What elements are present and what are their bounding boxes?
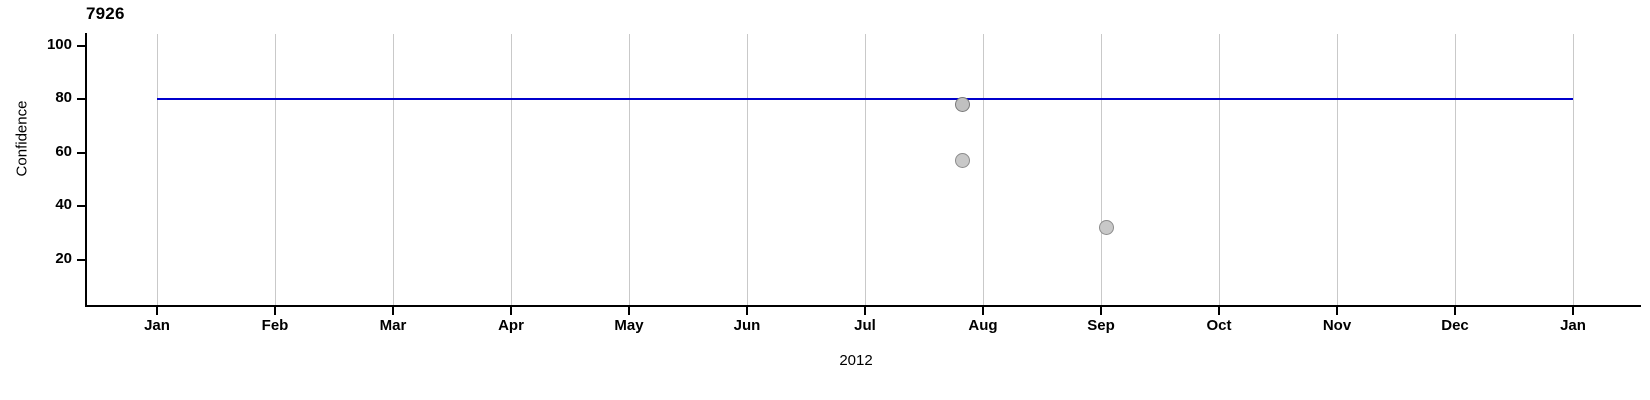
gridline-jan-12 bbox=[1572, 34, 1574, 306]
x-tick-label-feb-1: Feb bbox=[261, 317, 289, 334]
x-tick-label-mar-2: Mar bbox=[379, 317, 407, 334]
gridline-sep-8 bbox=[1100, 34, 1102, 306]
x-tick-5 bbox=[746, 306, 748, 315]
x-tick-label-jul-6: Jul bbox=[854, 317, 876, 334]
y-tick-label-40: 40 bbox=[55, 196, 72, 214]
gridline-dec-11 bbox=[1454, 34, 1456, 306]
gridline-jun-5 bbox=[746, 34, 748, 306]
x-tick-2 bbox=[392, 306, 394, 315]
y-tick-label-20: 20 bbox=[55, 249, 72, 267]
gridline-oct-9 bbox=[1218, 34, 1220, 306]
x-tick-label-oct-9: Oct bbox=[1206, 317, 1232, 334]
reference-line-threshold bbox=[157, 98, 1573, 101]
data-point-0[interactable] bbox=[955, 97, 971, 113]
x-tick-11 bbox=[1454, 306, 1456, 315]
x-tick-label-apr-3: Apr bbox=[498, 317, 524, 334]
gridline-jul-6 bbox=[864, 34, 866, 306]
x-tick-label-jan-0: Jan bbox=[144, 317, 170, 334]
gridline-mar-2 bbox=[392, 34, 394, 306]
x-tick-8 bbox=[1100, 306, 1102, 315]
x-tick-label-may-4: May bbox=[614, 317, 644, 334]
x-tick-6 bbox=[864, 306, 866, 315]
x-tick-3 bbox=[510, 306, 512, 315]
gridline-may-4 bbox=[628, 34, 630, 306]
x-tick-label-aug-7: Aug bbox=[968, 317, 998, 334]
x-tick-label-dec-11: Dec bbox=[1441, 317, 1469, 334]
x-tick-label-jun-5: Jun bbox=[733, 317, 761, 334]
y-tick-60 bbox=[77, 151, 85, 154]
x-tick-label-nov-10: Nov bbox=[1322, 317, 1352, 334]
x-tick-label-jan-12: Jan bbox=[1560, 317, 1586, 334]
y-tick-20 bbox=[77, 258, 85, 261]
gridline-nov-10 bbox=[1336, 34, 1338, 306]
x-axis-title: 2012 bbox=[839, 352, 873, 369]
y-axis-line bbox=[85, 33, 87, 306]
y-tick-40 bbox=[77, 205, 85, 208]
gridline-apr-3 bbox=[510, 34, 512, 306]
x-tick-0 bbox=[156, 306, 158, 315]
chart-title: 7926 bbox=[86, 4, 125, 23]
x-axis-line bbox=[85, 305, 1641, 307]
data-point-2[interactable] bbox=[1099, 219, 1115, 235]
x-tick-7 bbox=[982, 306, 984, 315]
x-tick-10 bbox=[1336, 306, 1338, 315]
x-tick-9 bbox=[1218, 306, 1220, 315]
x-tick-label-sep-8: Sep bbox=[1087, 317, 1115, 334]
y-tick-label-60: 60 bbox=[55, 142, 72, 160]
y-tick-80 bbox=[77, 98, 85, 101]
x-tick-1 bbox=[274, 306, 276, 315]
gridline-aug-7 bbox=[982, 34, 984, 306]
y-tick-label-80: 80 bbox=[55, 89, 72, 107]
x-tick-12 bbox=[1572, 306, 1574, 315]
x-tick-4 bbox=[628, 306, 630, 315]
data-point-1[interactable] bbox=[955, 153, 971, 169]
gridline-jan-0 bbox=[156, 34, 158, 306]
y-tick-label-100: 100 bbox=[46, 35, 72, 53]
gridline-feb-1 bbox=[274, 34, 276, 306]
y-tick-100 bbox=[77, 44, 85, 47]
